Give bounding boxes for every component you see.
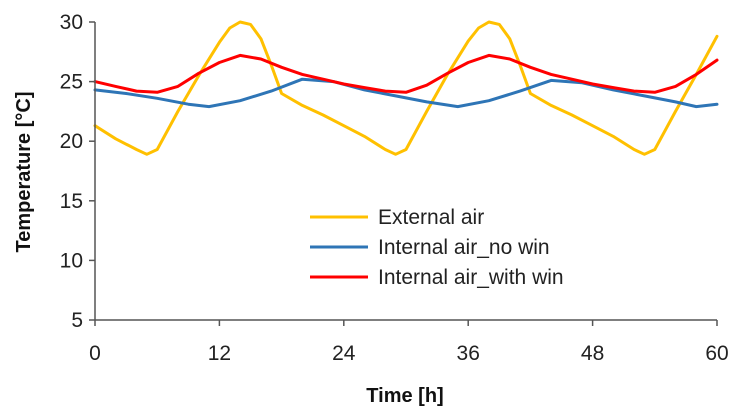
legend: External air Internal air_no win Internal …: [310, 206, 564, 289]
y-axis-title: Temperature [°C]: [13, 92, 35, 253]
legend-label-2: Internal air_no win: [378, 236, 550, 259]
x-tick-label: 48: [581, 342, 604, 365]
x-tick-label: 60: [705, 342, 728, 365]
y-tick-label: 5: [71, 309, 83, 332]
x-tick-label: 36: [457, 342, 480, 365]
y-tick-label: 20: [60, 130, 83, 153]
legend-label-1: External air: [378, 206, 484, 229]
x-tick-label: 24: [332, 342, 356, 365]
x-axis-title: Time [h]: [366, 385, 443, 407]
y-tick-label: 25: [60, 71, 83, 94]
y-tick-label: 10: [60, 249, 83, 272]
axes-layer: 5 10 15 20 25 30 0 12 24 36 48 60: [60, 11, 729, 365]
legend-label-3: Internal air_with win: [378, 266, 564, 289]
series-layer: [93, 20, 719, 156]
series-line-1: [93, 20, 719, 156]
x-tick-label: 12: [208, 342, 231, 365]
series-line-2: [93, 77, 719, 109]
x-tick-label: 0: [89, 342, 101, 365]
y-tick-label: 15: [60, 190, 83, 213]
series-line-3: [93, 53, 719, 94]
y-tick-label: 30: [60, 11, 83, 34]
